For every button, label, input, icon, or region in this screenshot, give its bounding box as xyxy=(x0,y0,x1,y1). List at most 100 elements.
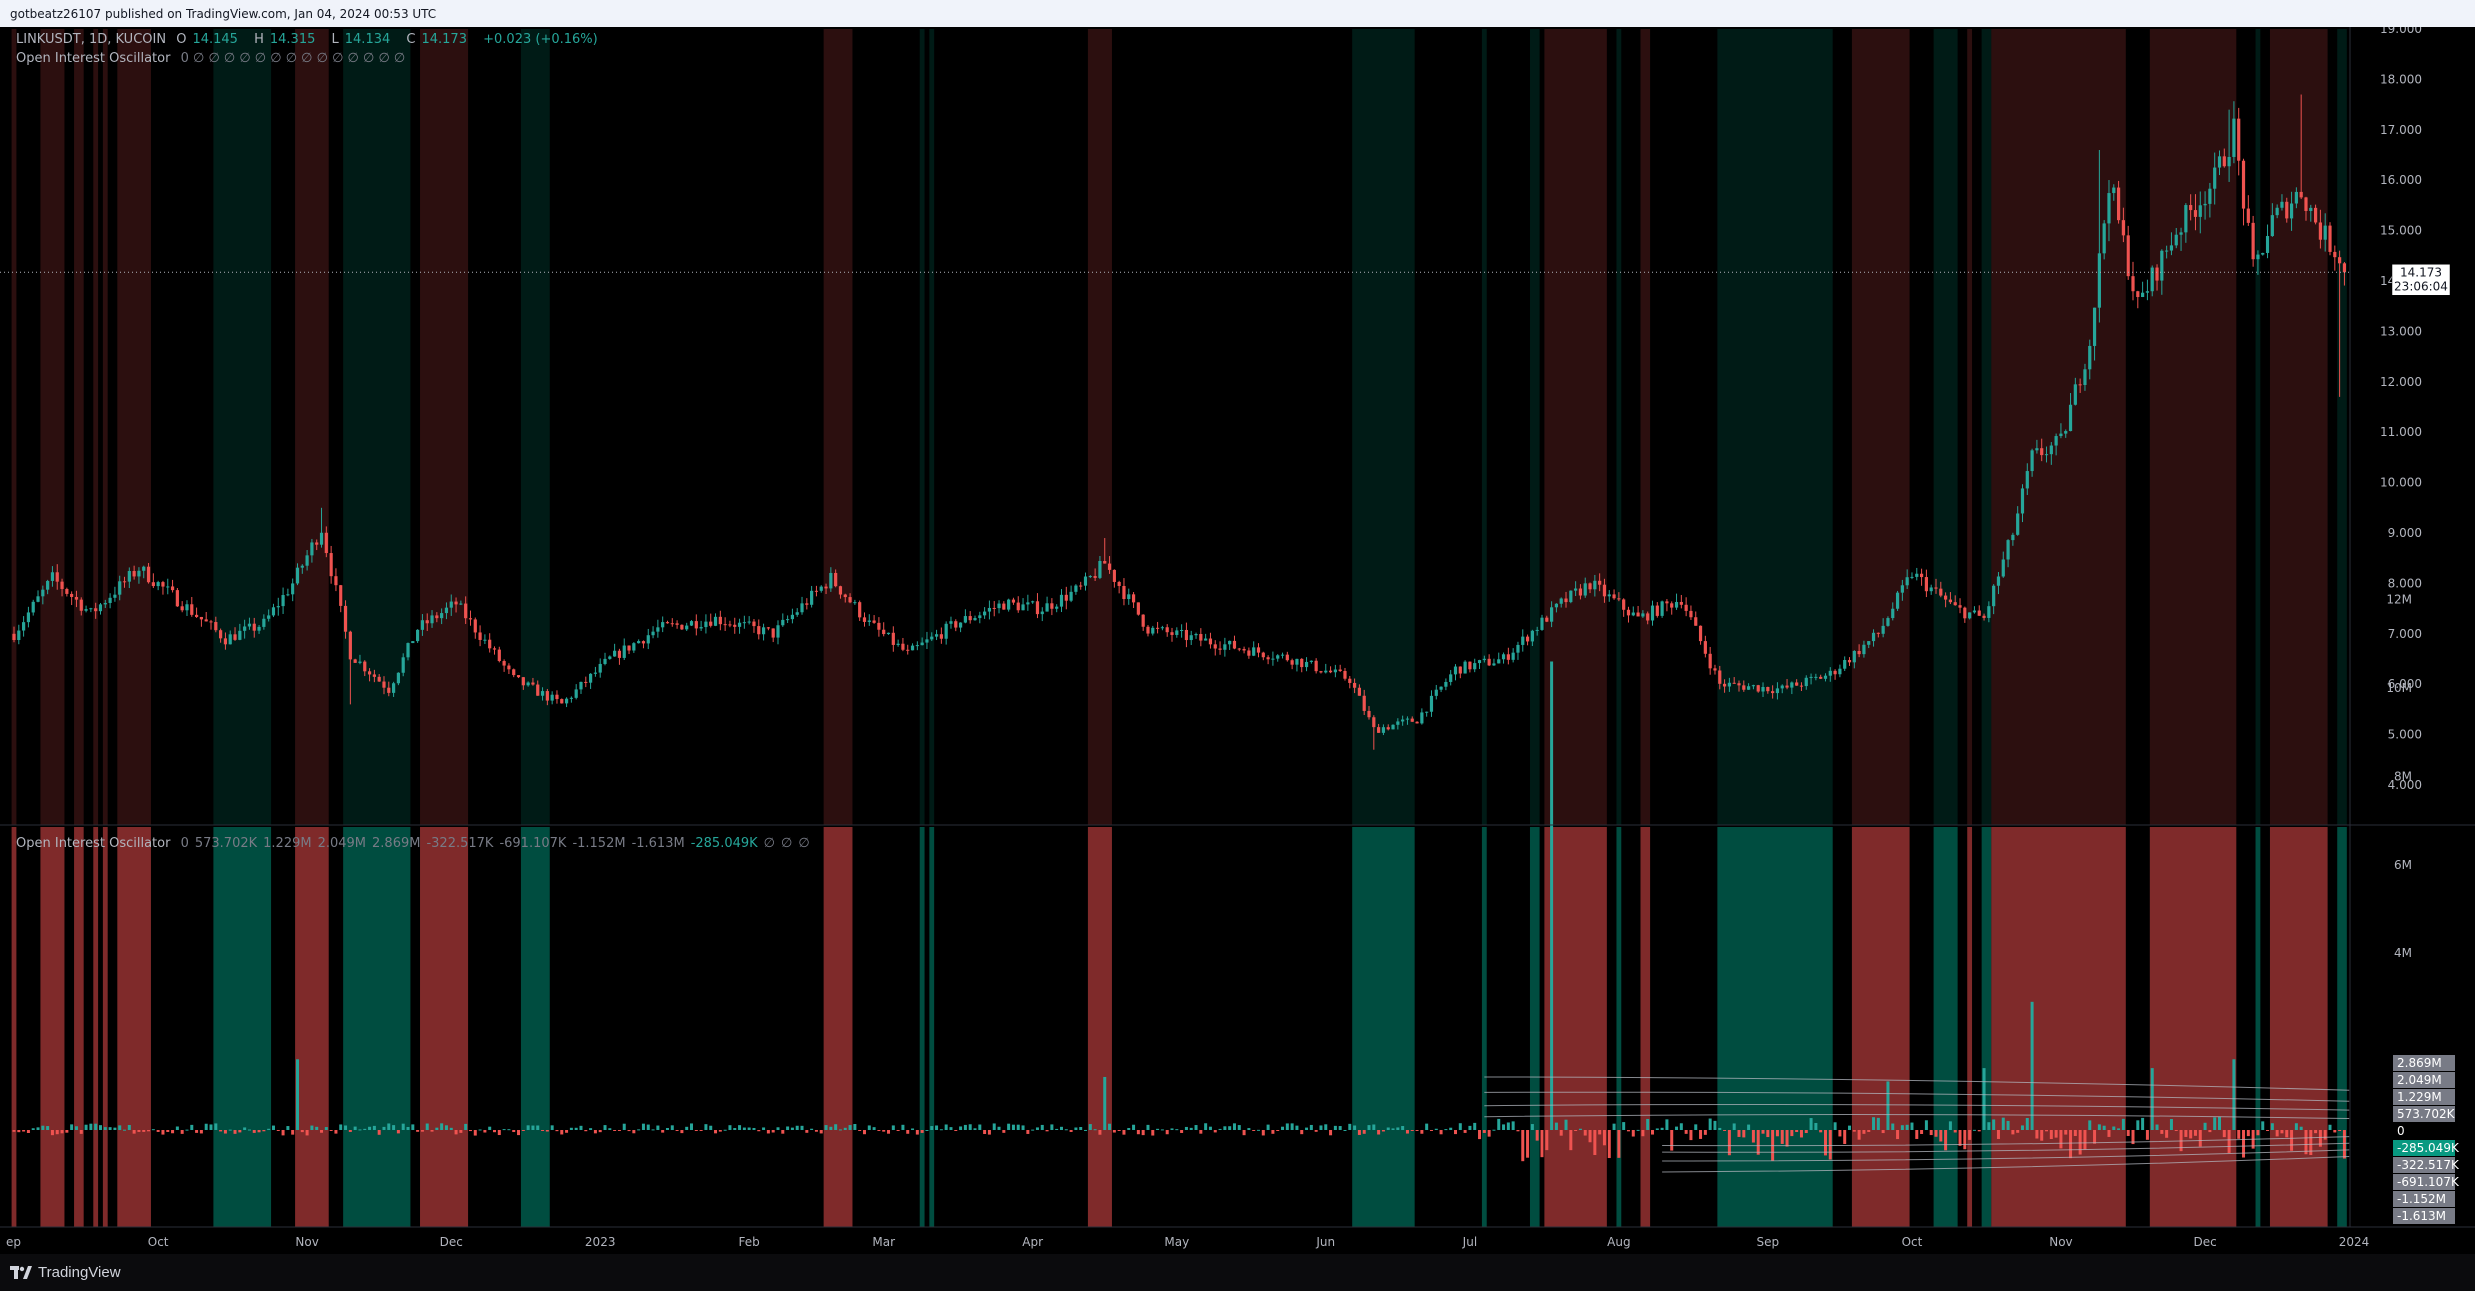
candle-body xyxy=(247,623,252,627)
symbol-title[interactable]: LINKUSDT, 1D, KUCOIN xyxy=(16,32,167,47)
candle-body xyxy=(502,661,506,666)
candle-body xyxy=(65,588,69,594)
osc-value-box xyxy=(2393,1174,2455,1190)
candle-body xyxy=(526,682,530,686)
main-legend[interactable]: LINKUSDT, 1D, KUCOIN O 14.145 H 14.315 L 14… xyxy=(16,32,604,47)
osc-bar xyxy=(1069,1130,1073,1132)
osc-value-box xyxy=(2393,1106,2455,1122)
osc-bar xyxy=(1569,1130,1573,1151)
osc-zone-layer xyxy=(11,827,2347,1227)
main-zone-bull xyxy=(919,29,925,825)
osc-bar xyxy=(603,1125,607,1130)
osc-bar xyxy=(2198,1130,2202,1147)
osc-bar xyxy=(2222,1130,2226,1138)
osc-lines-layer xyxy=(1484,1076,2350,1173)
osc-bar xyxy=(959,1126,963,1130)
price-tick-label: 6.000 xyxy=(2388,677,2422,691)
osc-bar xyxy=(2016,1130,2020,1133)
osc-legend-value: ∅ xyxy=(763,836,775,851)
osc-bar xyxy=(824,1125,828,1130)
main-zone-bear xyxy=(1640,29,1651,825)
time-axis[interactable]: ep Oct Nov Dec 2023 Feb Mar Apr May Jun Jul Aug Sep O… xyxy=(6,1235,2369,1249)
osc-bar xyxy=(1031,1129,1035,1131)
osc-bar xyxy=(113,1127,117,1130)
osc-bar xyxy=(1761,1130,1765,1134)
osc-zone-bull xyxy=(343,827,411,1227)
osc-bar xyxy=(670,1125,674,1130)
candle-body xyxy=(1876,632,1880,634)
candle-body xyxy=(372,674,376,677)
osc-zone-bull xyxy=(2255,827,2261,1227)
osc-bar xyxy=(915,1130,919,1135)
candle-body xyxy=(1881,625,1885,634)
osc-bar xyxy=(709,1125,713,1130)
candle-body xyxy=(1155,627,1160,629)
osc-indicator-name[interactable]: Open Interest Oscillator xyxy=(16,836,171,851)
candle-body xyxy=(1285,654,1289,661)
osc-bar xyxy=(1530,1124,1534,1130)
osc-bar xyxy=(444,1125,448,1130)
candle-body xyxy=(286,594,290,596)
osc-bar xyxy=(1074,1127,1078,1130)
osc-bar xyxy=(1463,1130,1467,1133)
candle-body xyxy=(512,669,516,676)
candle-body xyxy=(1107,563,1112,570)
candle-body xyxy=(243,626,247,631)
candle-body xyxy=(497,649,501,662)
candle-body xyxy=(108,597,112,603)
candle-body xyxy=(910,645,915,651)
osc-bar xyxy=(1141,1130,1145,1136)
osc-bar xyxy=(1987,1122,1991,1130)
osc-legend-value: ∅ xyxy=(798,836,810,851)
osc-bar xyxy=(550,1125,554,1130)
candle-body xyxy=(1401,719,1405,722)
main-indicator-name[interactable]: Open Interest Oscillator xyxy=(16,51,171,66)
osc-bar xyxy=(1396,1127,1400,1130)
candle-body xyxy=(26,612,31,623)
osc-bar xyxy=(1972,1129,1976,1131)
candle-body xyxy=(709,621,713,626)
candle-body xyxy=(79,599,83,611)
osc-bar xyxy=(992,1123,996,1130)
osc-legend-value: 2.049M xyxy=(317,836,367,851)
time-tick-label: Feb xyxy=(739,1235,760,1249)
candle-body xyxy=(1958,605,1962,608)
candle-body xyxy=(334,576,338,586)
osc-bar xyxy=(473,1130,477,1136)
candle-body xyxy=(1804,677,1808,687)
osc-bar xyxy=(1799,1130,1803,1138)
candle-body xyxy=(1059,594,1064,607)
main-indicator-legend[interactable]: Open Interest Oscillator 0 ∅ ∅ ∅ ∅ ∅ ∅ ∅… xyxy=(16,51,411,66)
candle-body xyxy=(300,565,304,568)
tradingview-logo[interactable]: TradingView xyxy=(10,1264,121,1281)
osc-band-line xyxy=(1662,1142,2350,1153)
candle-body xyxy=(1300,658,1304,668)
osc-legend[interactable]: Open Interest Oscillator 0 573.702K 1.229M… xyxy=(16,836,822,851)
osc-bar xyxy=(983,1130,987,1134)
osc-bar xyxy=(2193,1130,2197,1136)
candle-body xyxy=(1002,603,1006,610)
candle-body xyxy=(46,580,50,590)
osc-bar xyxy=(1218,1128,1222,1130)
last-price-box: 14.173 23:06:04 xyxy=(2391,264,2451,296)
candle-body xyxy=(1516,644,1520,653)
candle-body xyxy=(608,656,612,659)
osc-bar xyxy=(1896,1130,1900,1140)
candle-body xyxy=(1386,727,1390,730)
main-indicator-values: 0 ∅ ∅ ∅ ∅ ∅ ∅ ∅ ∅ ∅ ∅ ∅ ∅ ∅ ∅ xyxy=(180,51,406,66)
main-zone-bear xyxy=(295,29,329,825)
time-tick-label: Oct xyxy=(1902,1235,1923,1249)
candle-body xyxy=(1622,599,1626,610)
osc-axis[interactable]: 12M 10M 8M 6M 4M xyxy=(2386,593,2412,961)
candle-body xyxy=(1069,591,1073,601)
osc-bar xyxy=(2054,1130,2058,1138)
candle-body xyxy=(987,607,992,612)
chart-area[interactable]: 19.00018.00017.00016.00015.00014.00013.0… xyxy=(0,27,2475,1254)
candle-body xyxy=(810,590,814,605)
osc-bar xyxy=(2040,1130,2044,1141)
osc-bar xyxy=(2227,1130,2231,1154)
main-zone-bull xyxy=(520,29,550,825)
candle-body xyxy=(1708,653,1712,669)
osc-bar xyxy=(2059,1130,2063,1149)
candle-body xyxy=(915,645,919,647)
